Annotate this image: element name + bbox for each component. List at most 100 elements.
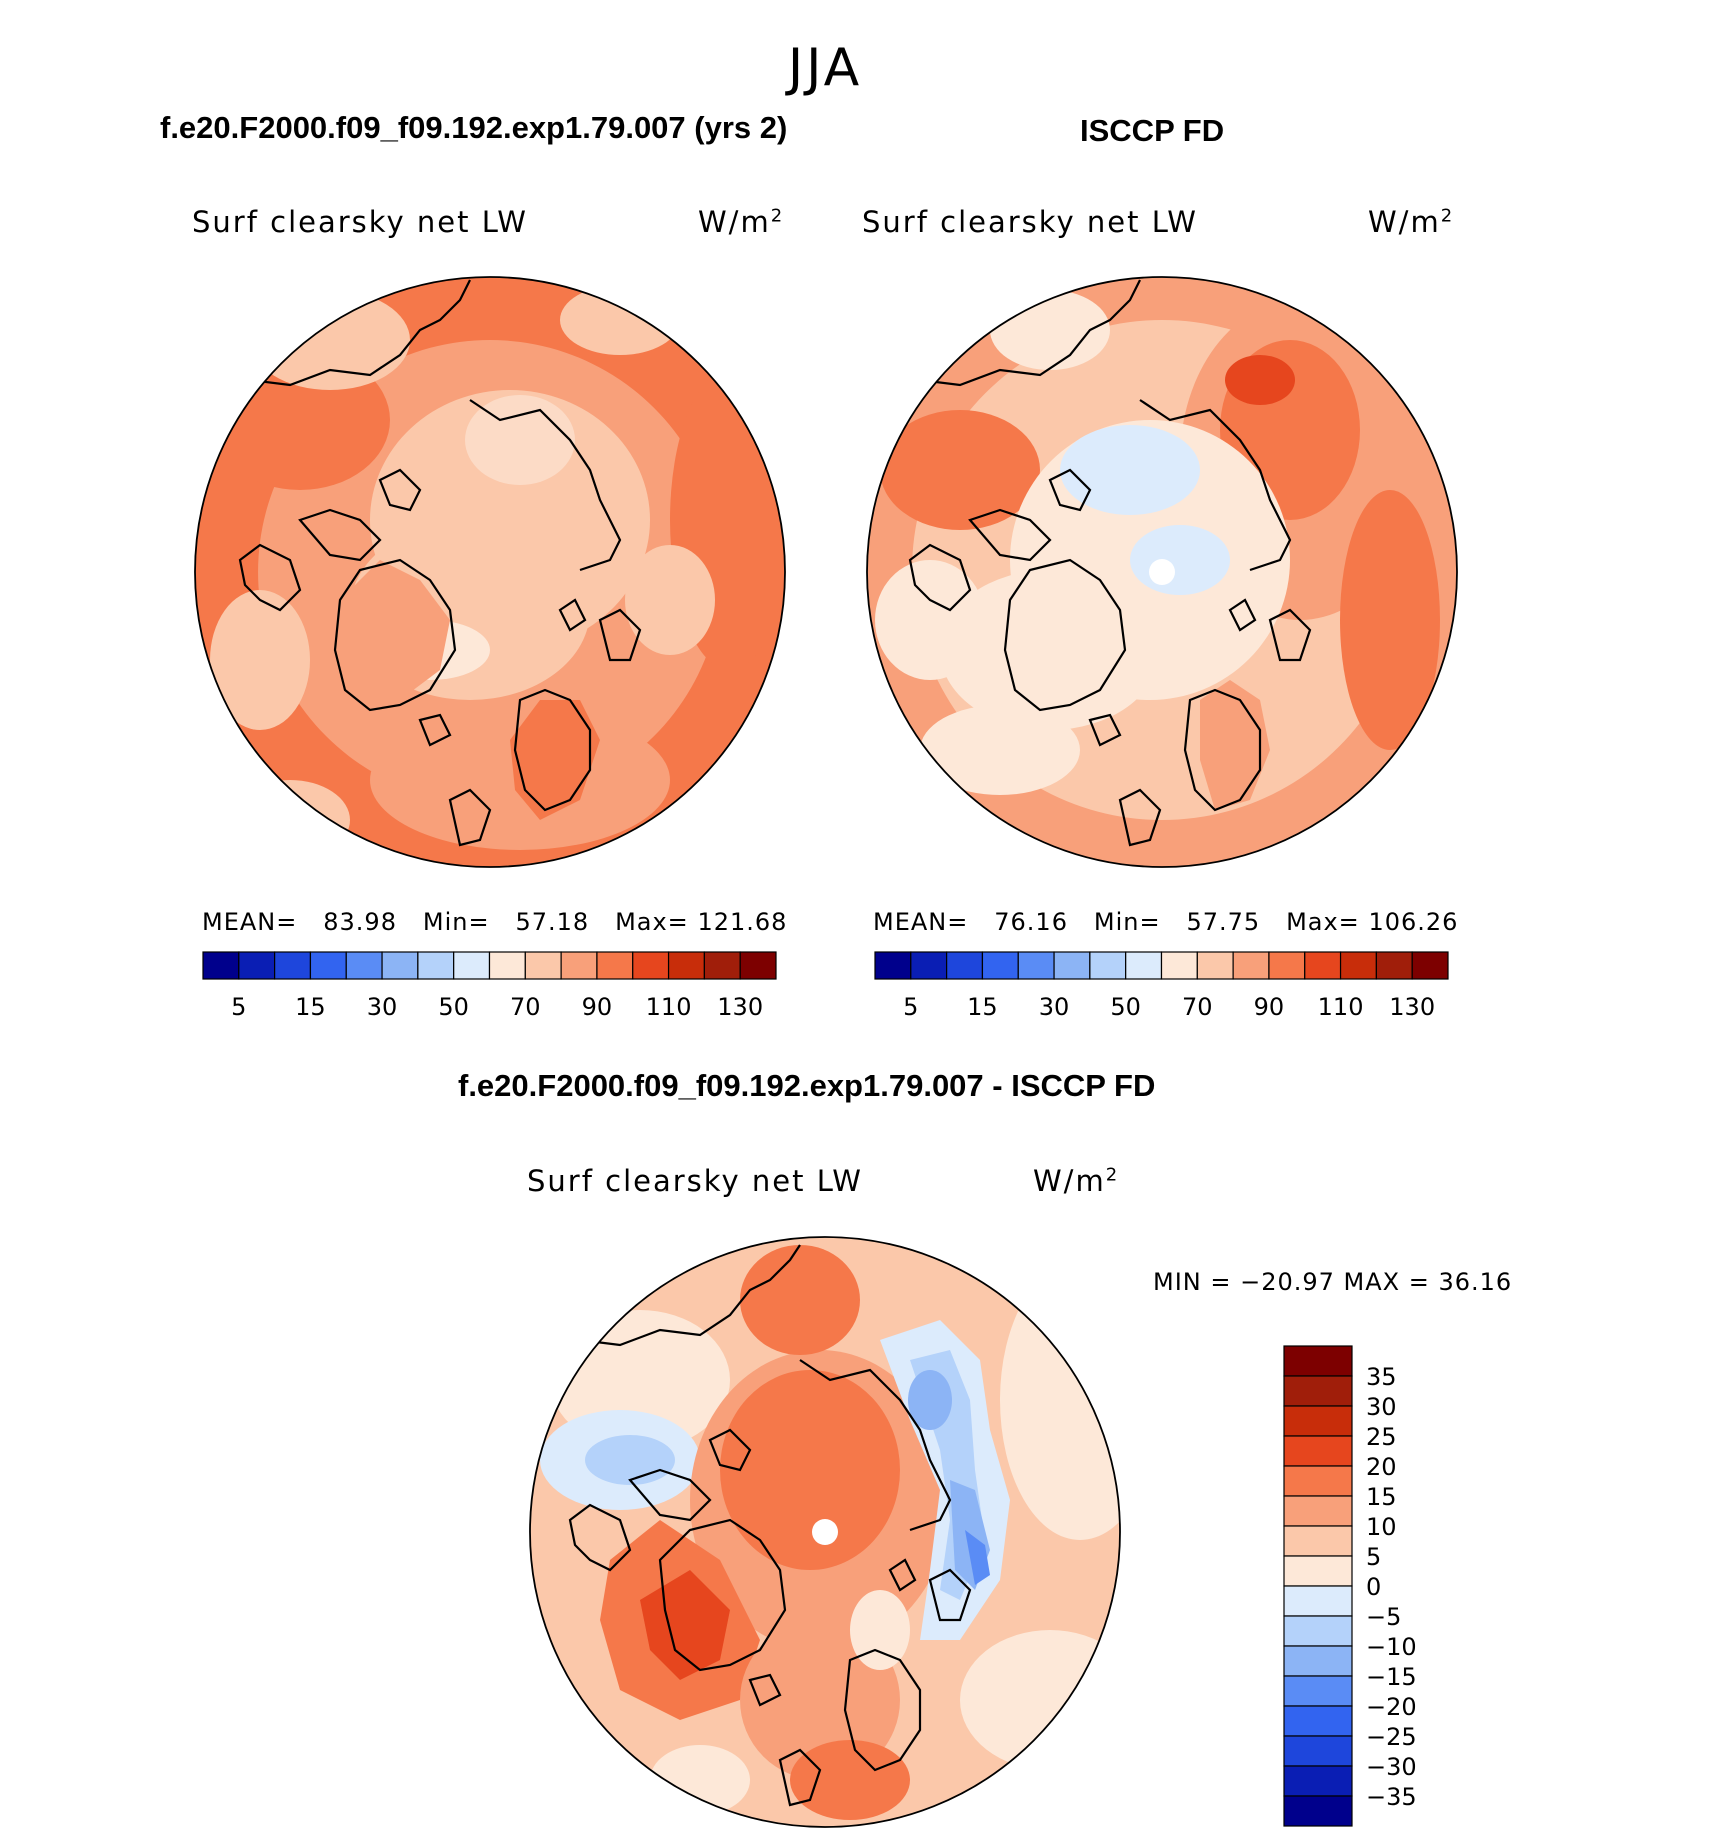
- diff-colorbar-tick-label: 25: [1366, 1423, 1397, 1451]
- model-colorbar-ticks: 5 15 30 50 70 90 110 130: [231, 993, 763, 1021]
- obs-pole-hole: [1149, 559, 1175, 585]
- diff-colorbar-tick-label: −35: [1366, 1783, 1417, 1811]
- diff-colorbar-cell: [1283, 1645, 1353, 1677]
- diff-colorbar-tick-label: 30: [1366, 1393, 1397, 1421]
- model-colorbar-cell: [202, 951, 240, 980]
- obs-mean-value: 76.16: [994, 908, 1068, 936]
- obs-colorbar-tick-label: 30: [1039, 993, 1070, 1021]
- obs-colorbar-tick-label: 110: [1318, 993, 1364, 1021]
- obs-min-value: 57.75: [1186, 908, 1261, 936]
- obs-colorbar-cell: [874, 951, 912, 980]
- obs-colorbar-cells: [874, 951, 1449, 980]
- model-case-title: f.e20.F2000.f09_f09.192.exp1.79.007 (yrs…: [160, 110, 788, 145]
- obs-max-value: 106.26: [1368, 908, 1459, 936]
- diff-variable-label: Surf clearsky net LW: [527, 1164, 863, 1198]
- diff-colorbar-cell: [1283, 1345, 1353, 1377]
- model-colorbar-cell: [524, 951, 562, 980]
- model-colorbar-cell: [417, 951, 455, 980]
- diff-colorbar-cell: [1283, 1765, 1353, 1797]
- model-colorbar-cell: [345, 951, 383, 980]
- model-colorbar-cell: [238, 951, 276, 980]
- model-colorbar-tick-label: 70: [510, 993, 541, 1021]
- diff-minmax: MIN = −20.97 MAX = 36.16: [1153, 1268, 1513, 1296]
- diff-colorbar-tick-label: 15: [1366, 1483, 1397, 1511]
- obs-colorbar-tick-label: 5: [903, 993, 918, 1021]
- model-mean-value: 83.98: [323, 908, 397, 936]
- obs-units-label: W/m2: [1368, 205, 1455, 239]
- diff-map: [529, 1236, 1121, 1828]
- diff-colorbar-cell: [1283, 1735, 1353, 1767]
- diff-colorbar-tick-label: 35: [1366, 1363, 1397, 1391]
- model-variable-label: Surf clearsky net LW: [192, 205, 528, 239]
- model-stats: MEAN= 83.98 Min= 57.18 Max= 121.68: [202, 908, 788, 936]
- obs-colorbar-cell: [1268, 951, 1306, 980]
- diff-colorbar-cell: [1283, 1795, 1353, 1827]
- diff-colorbar-cell: [1283, 1435, 1353, 1467]
- diff-colorbar-tick-label: −10: [1366, 1633, 1417, 1661]
- obs-colorbar-tick-label: 15: [967, 993, 998, 1021]
- obs-colorbar-cell: [1339, 951, 1377, 980]
- obs-colorbar-cell: [1089, 951, 1127, 980]
- obs-map: [866, 276, 1458, 868]
- diff-colorbar-cell: [1283, 1585, 1353, 1617]
- diff-colorbar-tick-label: −30: [1366, 1753, 1417, 1781]
- model-colorbar-tick-label: 30: [367, 993, 398, 1021]
- obs-colorbar-cell: [1125, 951, 1163, 980]
- model-colorbar-cell: [632, 951, 670, 980]
- diff-colorbar-cell: [1283, 1465, 1353, 1497]
- model-colorbar-cell: [381, 951, 419, 980]
- model-colorbar-cell: [274, 951, 312, 980]
- model-units-label: W/m2: [698, 205, 785, 239]
- diff-colorbar-tick-label: −25: [1366, 1723, 1417, 1751]
- model-colorbar-cells: [202, 951, 777, 980]
- model-colorbar-cell: [739, 951, 777, 980]
- model-colorbar-tick-label: 110: [646, 993, 692, 1021]
- diff-units-label: W/m2: [1033, 1164, 1120, 1198]
- diff-colorbar-cells: [1283, 1345, 1353, 1827]
- model-colorbar-tick-label: 5: [231, 993, 246, 1021]
- model-map: [194, 276, 786, 868]
- figure-title: JJA: [787, 38, 863, 98]
- diff-colorbar-tick-label: −5: [1366, 1603, 1401, 1631]
- obs-colorbar-cell: [1053, 951, 1091, 980]
- diff-colorbar-tick-label: −15: [1366, 1663, 1417, 1691]
- obs-colorbar-cell: [1232, 951, 1270, 980]
- diff-colorbar-cell: [1283, 1675, 1353, 1707]
- obs-colorbar-tick-label: 130: [1389, 993, 1435, 1021]
- obs-colorbar-cell: [1411, 951, 1449, 980]
- diff-colorbar-cell: [1283, 1525, 1353, 1557]
- obs-colorbar-tick-label: 70: [1182, 993, 1213, 1021]
- obs-colorbar-ticks: 5 15 30 50 70 90 110 130: [903, 993, 1435, 1021]
- model-colorbar-cell: [596, 951, 634, 980]
- obs-colorbar-cell: [1375, 951, 1413, 980]
- model-colorbar-cell: [560, 951, 598, 980]
- model-min-value: 57.18: [515, 908, 590, 936]
- obs-colorbar: 5 15 30 50 70 90 110 130: [874, 951, 1449, 1021]
- obs-colorbar-tick-label: 50: [1110, 993, 1141, 1021]
- obs-variable-label: Surf clearsky net LW: [862, 205, 1198, 239]
- model-max-value: 121.68: [697, 908, 788, 936]
- diff-pole-hole: [812, 1519, 838, 1545]
- obs-colorbar-tick-label: 90: [1254, 993, 1285, 1021]
- model-colorbar-cell: [488, 951, 526, 980]
- obs-colorbar-cell: [1160, 951, 1198, 980]
- diff-colorbar-cell: [1283, 1375, 1353, 1407]
- diff-colorbar-cell: [1283, 1405, 1353, 1437]
- obs-stats: MEAN= 76.16 Min= 57.75 Max= 106.26: [873, 908, 1459, 936]
- diff-colorbar-cell: [1283, 1705, 1353, 1737]
- obs-colorbar-cell: [981, 951, 1019, 980]
- diff-colorbar-tick-label: 10: [1366, 1513, 1397, 1541]
- obs-case-title: ISCCP FD: [1080, 113, 1225, 148]
- diff-case-title: f.e20.F2000.f09_f09.192.exp1.79.007 - IS…: [458, 1068, 1156, 1103]
- model-colorbar-tick-label: 50: [438, 993, 469, 1021]
- model-colorbar-cell: [703, 951, 741, 980]
- model-colorbar-tick-label: 90: [582, 993, 613, 1021]
- diff-colorbar-tick-label: 5: [1366, 1543, 1381, 1571]
- diff-colorbar-cell: [1283, 1555, 1353, 1587]
- obs-colorbar-cell: [946, 951, 984, 980]
- obs-colorbar-cell: [910, 951, 948, 980]
- model-colorbar-tick-label: 130: [717, 993, 763, 1021]
